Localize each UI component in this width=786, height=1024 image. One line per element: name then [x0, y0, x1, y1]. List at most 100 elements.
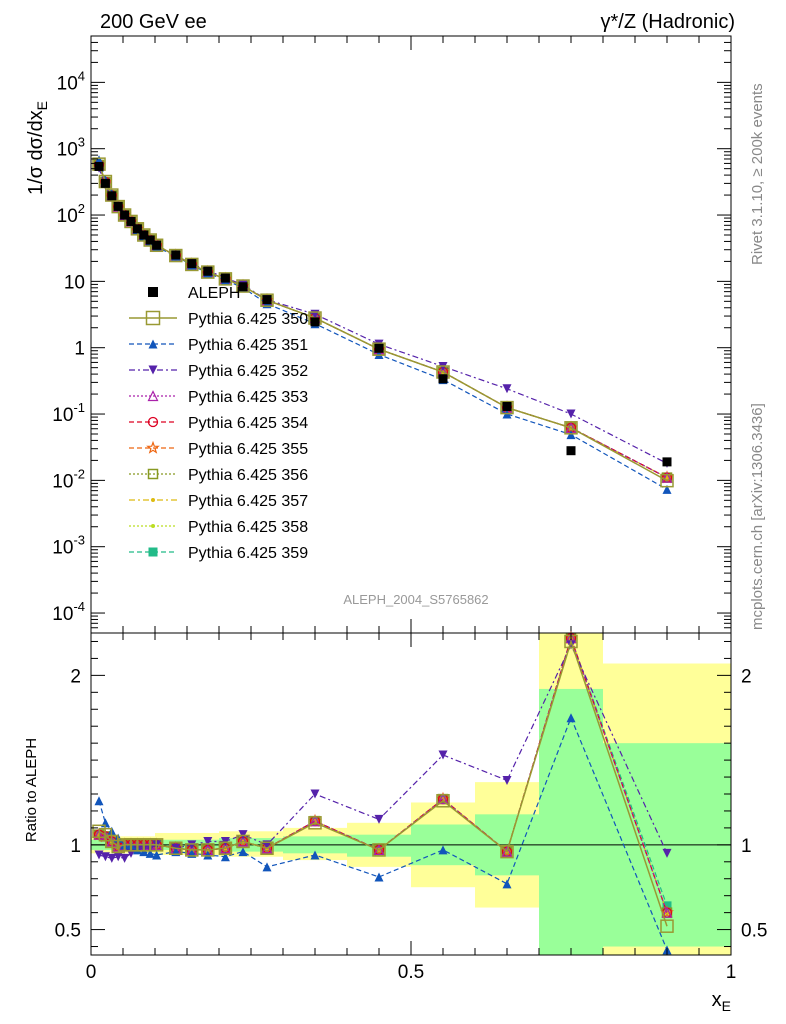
- ratio-point-353: [309, 815, 321, 827]
- aleph-point: [100, 178, 110, 188]
- legend-label: Pythia 6.425 350: [188, 311, 308, 328]
- legend-entry: Pythia 6.425 357: [129, 493, 308, 510]
- legend-label: Pythia 6.425 354: [188, 415, 308, 432]
- main-ytick-label-exp: -2: [73, 466, 85, 481]
- main-line-358: [98, 164, 668, 479]
- ratio-point-353: [501, 845, 513, 857]
- main-point-350: [372, 342, 386, 356]
- ratio-point-353: [373, 844, 385, 856]
- legend-entry: Pythia 6.425 355: [129, 440, 308, 458]
- main-point-350: [149, 238, 164, 253]
- main-ytick-label-exp: -3: [73, 533, 85, 548]
- ratio-point-350: [201, 843, 215, 857]
- main-point-350: [201, 265, 215, 279]
- ratio-point-351: [94, 796, 104, 806]
- ratio-point-350: [185, 843, 199, 857]
- main-point-351: [662, 484, 672, 494]
- mcplots-label: mcplots.cern.ch [arXiv:1306.3436]: [749, 403, 766, 630]
- main-ytick-label-base: 10: [52, 471, 73, 492]
- aleph-point: [220, 273, 230, 283]
- main-line-357: [98, 164, 668, 479]
- main-point-350: [218, 272, 233, 286]
- legend-label: Pythia 6.425 358: [188, 519, 308, 536]
- ratio-point-350: [308, 816, 322, 830]
- ratio-ytick-label-right: 1: [741, 836, 752, 857]
- ratio-point-351: [566, 713, 576, 723]
- main-ytick-label-base: 10: [57, 73, 78, 94]
- main-line-353: [98, 164, 668, 479]
- xlabel-sub: E: [722, 998, 731, 1014]
- ratio-point-350: [500, 844, 514, 859]
- ratio-point-351: [238, 847, 248, 857]
- main-ytick-label: 103: [57, 135, 85, 161]
- ratio-point-352: [100, 852, 110, 862]
- svg-text:1/σ dσ/dxE: 1/σ dσ/dxE: [25, 101, 50, 195]
- ratio-line-352: [98, 643, 668, 860]
- ratio-point-357: [665, 910, 669, 915]
- aleph-point: [310, 317, 320, 327]
- main-ytick-label: 10-3: [52, 533, 85, 559]
- legend-entry: Pythia 6.425 353: [129, 389, 308, 406]
- band-inner: [539, 688, 603, 955]
- main-series-356: [93, 159, 673, 483]
- ratio-point-352: [502, 775, 512, 785]
- ratio-point-350: [236, 834, 250, 849]
- main-ytick-label: 1: [74, 339, 85, 360]
- legend-marker: [146, 440, 160, 454]
- main-ytick-label: 104: [57, 68, 85, 94]
- ratio-axes: 0.5 0.51 12 20 0.5 1: [55, 633, 767, 983]
- main-line-350: [98, 163, 668, 482]
- aleph-point: [132, 224, 142, 234]
- main-ytick-label-base: 10: [57, 206, 78, 227]
- aleph-point: [139, 230, 149, 240]
- ratio-point-352: [107, 853, 117, 863]
- ratio-point-351: [220, 852, 230, 862]
- main-series-355: [92, 157, 674, 484]
- ratio-point-350: [169, 841, 183, 855]
- legend-label: Pythia 6.425 356: [188, 467, 308, 484]
- svg-text:xE: xE: [712, 989, 731, 1014]
- ratio-series: [92, 630, 674, 955]
- ratio-point-350: [218, 841, 233, 855]
- main-series-352: [94, 163, 672, 468]
- main-line-354: [98, 164, 668, 479]
- uncertainty-bands: [91, 633, 731, 955]
- ratio-point-353: [661, 906, 673, 918]
- aleph-point: [238, 282, 248, 292]
- legend-entry: Pythia 6.425 351: [129, 337, 308, 354]
- main-line-351: [98, 159, 668, 490]
- ratio-point-350: [149, 838, 164, 852]
- legend-marker: [147, 390, 159, 402]
- main-point-353: [661, 471, 673, 483]
- main-point-350: [185, 257, 199, 272]
- ratio-point-352: [113, 852, 123, 862]
- aleph-point: [262, 295, 272, 305]
- main-ytick-label-base: 10: [52, 604, 73, 625]
- main-series-359: [94, 160, 672, 483]
- main-ytick-label: 102: [57, 201, 85, 227]
- rivet-label: Rivet 3.1.10, ≥ 200k events: [749, 83, 766, 265]
- ratio-point-350: [660, 919, 674, 933]
- main-point-352: [566, 409, 576, 419]
- ratio-point-352: [120, 853, 130, 863]
- main-series-aleph: [94, 161, 672, 467]
- legend-marker: [145, 310, 161, 326]
- legend-marker: [148, 365, 158, 375]
- ratio-point-351: [374, 872, 384, 882]
- legend-marker: [148, 339, 158, 349]
- main-ytick-label-exp: 2: [78, 201, 85, 216]
- main-line-352: [98, 167, 668, 464]
- ratio-point-352: [187, 840, 197, 850]
- main-ytick-label-exp: -1: [73, 400, 85, 415]
- legend-marker: [147, 468, 159, 480]
- main-line-355: [98, 164, 668, 479]
- legend: ALEPH Pythia 6.425 350 Pythia 6.425 351 Pyt…: [129, 285, 308, 562]
- legend-label: Pythia 6.425 352: [188, 363, 308, 380]
- ratio-point-351: [310, 850, 320, 860]
- xlabel: xE: [712, 989, 731, 1014]
- ratio-point-351: [139, 847, 149, 857]
- legend-entry: Pythia 6.425 359: [129, 545, 308, 562]
- legend-entry: Pythia 6.425 356: [129, 467, 308, 484]
- main-ytick-label-base: 10: [52, 405, 73, 426]
- main-series-358: [97, 162, 669, 480]
